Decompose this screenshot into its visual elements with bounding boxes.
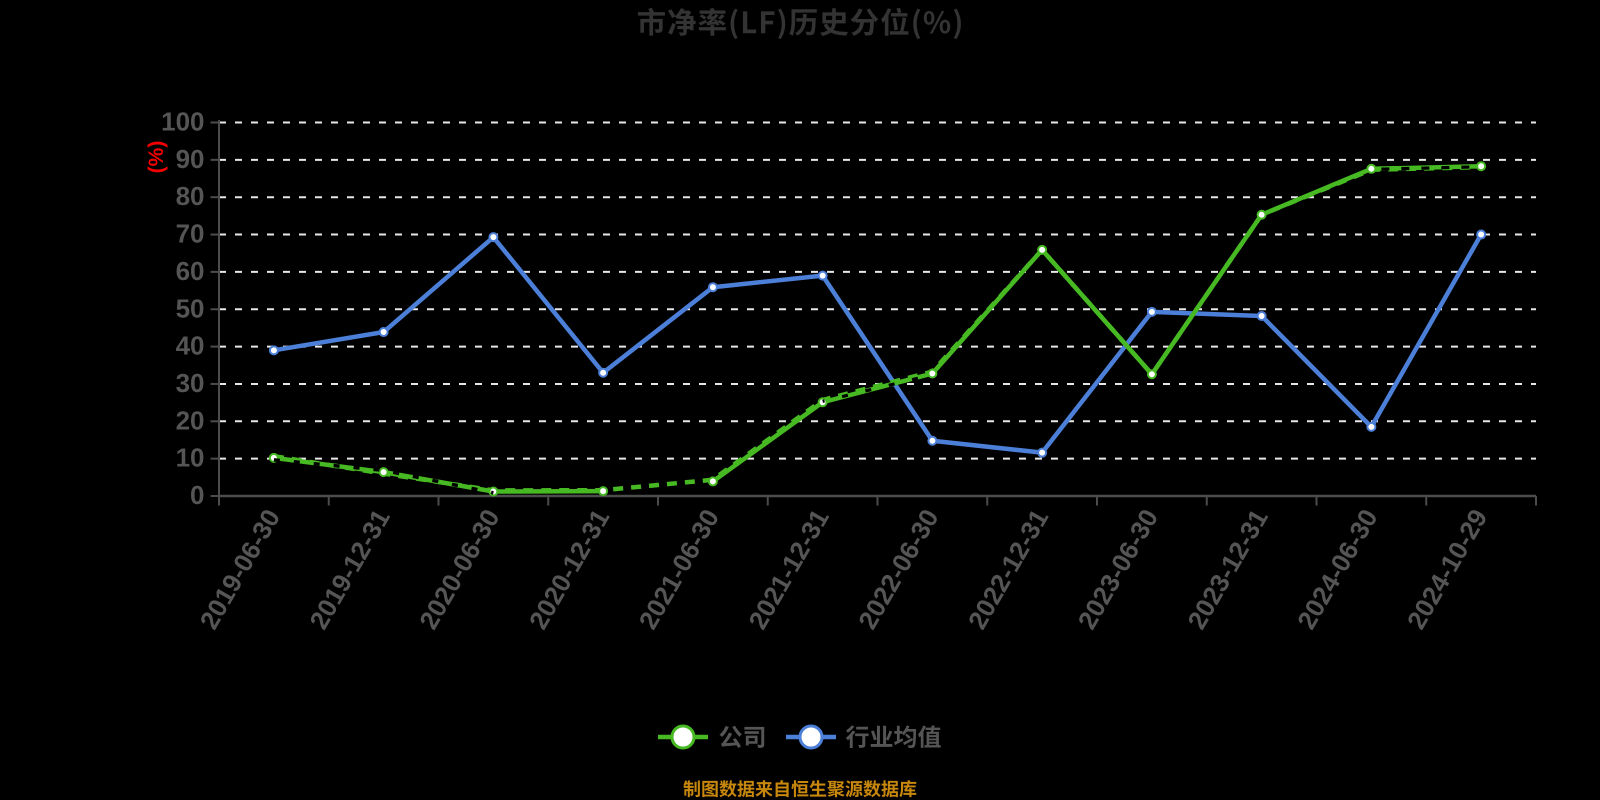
svg-text:(%): (%) <box>145 141 168 174</box>
svg-text:90: 90 <box>176 144 205 174</box>
svg-text:70: 70 <box>176 219 205 249</box>
svg-text:40: 40 <box>176 331 205 361</box>
svg-text:60: 60 <box>176 256 205 286</box>
svg-text:100: 100 <box>161 107 204 137</box>
svg-text:80: 80 <box>176 181 205 211</box>
svg-text:10: 10 <box>176 443 205 473</box>
svg-text:20: 20 <box>176 405 205 435</box>
svg-text:30: 30 <box>176 368 205 398</box>
svg-text:50: 50 <box>176 293 205 323</box>
svg-text:0: 0 <box>190 480 204 510</box>
